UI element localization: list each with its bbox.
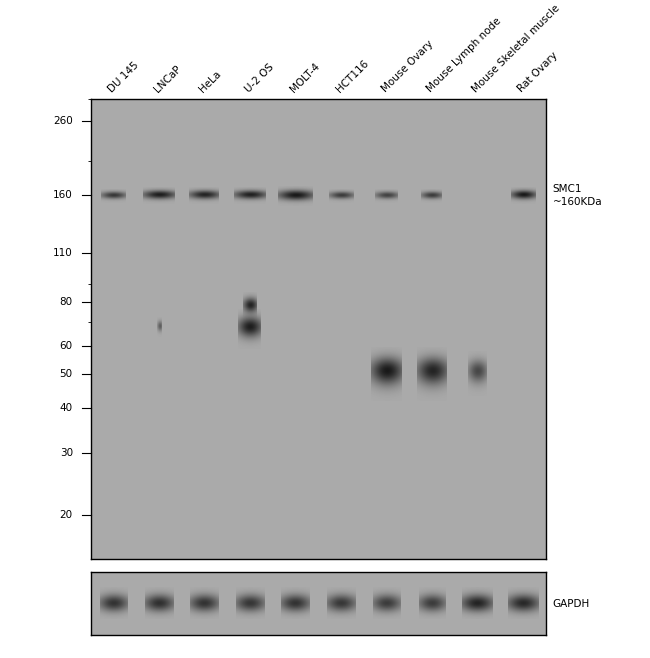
Text: 260: 260 [53,116,73,126]
Text: GAPDH: GAPDH [552,599,590,609]
Text: SMC1
~160KDa: SMC1 ~160KDa [552,184,603,207]
Text: 30: 30 [60,447,73,458]
Text: Mouse Lymph node: Mouse Lymph node [425,16,503,94]
Text: 160: 160 [53,190,73,200]
Text: DU 145: DU 145 [107,60,141,94]
Text: MOLT-4: MOLT-4 [289,61,322,94]
Text: HeLa: HeLa [198,68,224,94]
Text: HCT116: HCT116 [334,58,370,94]
Text: 40: 40 [60,403,73,413]
Text: Mouse Ovary: Mouse Ovary [380,39,435,94]
Text: 110: 110 [53,248,73,258]
Text: U-2 OS: U-2 OS [243,62,276,94]
Text: 20: 20 [60,510,73,520]
Text: 60: 60 [60,341,73,351]
Text: LNCaP: LNCaP [152,63,183,94]
Text: 50: 50 [60,369,73,379]
Text: Rat Ovary: Rat Ovary [516,51,560,94]
Text: 80: 80 [60,297,73,307]
Text: Mouse Skeletal muscle: Mouse Skeletal muscle [471,3,562,94]
